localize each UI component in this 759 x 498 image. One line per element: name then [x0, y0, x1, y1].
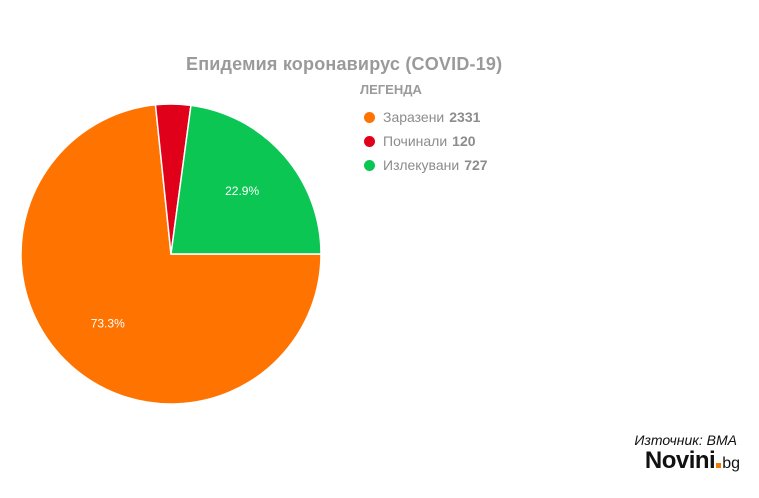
logo-domain: bg	[722, 455, 740, 472]
legend-label: Излекувани	[383, 157, 460, 173]
legend-title: ЛЕГЕНДА	[360, 82, 422, 97]
legend-marker-infected	[364, 111, 375, 123]
legend-value: 2331	[449, 109, 481, 125]
source-note: Източник: ВМА	[634, 432, 737, 448]
legend-item-infected[interactable]: Заразени 2331	[360, 105, 488, 129]
legend-item-deceased[interactable]: Починали 120	[360, 129, 488, 153]
legend: ЛЕГЕНДА Заразени 2331 Починали 120 Излек…	[360, 82, 488, 177]
legend-value: 120	[452, 133, 476, 149]
pie-label-recovered: 22.9%	[225, 184, 259, 198]
legend-item-recovered[interactable]: Излекувани 727	[360, 153, 488, 177]
chart-title: Епидемия коронавирус (COVID-19)	[186, 54, 503, 74]
legend-marker-recovered	[364, 159, 375, 171]
novini-logo: Novini bg	[645, 449, 740, 473]
logo-dot	[716, 463, 722, 468]
legend-value: 727	[464, 157, 488, 173]
legend-marker-deceased	[364, 135, 375, 147]
logo-wordmark: Novini	[644, 447, 716, 474]
legend-label: Починали	[383, 133, 448, 149]
pie-slice-recovered[interactable]	[170, 104, 322, 255]
legend-label: Заразени	[383, 109, 445, 125]
pie-label-infected: 73.3%	[91, 316, 125, 330]
